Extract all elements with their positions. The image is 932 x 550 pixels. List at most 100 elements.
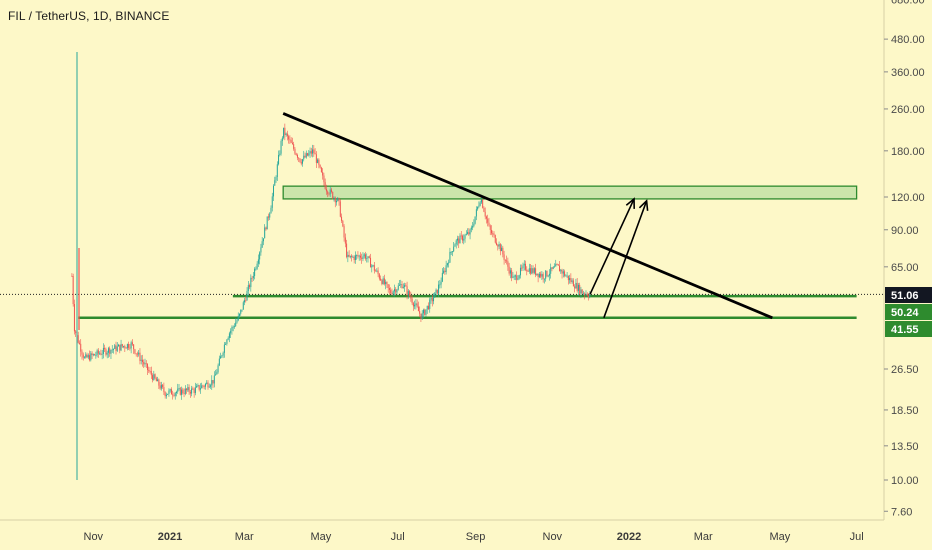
candle-body: [358, 255, 360, 257]
candle-body: [199, 388, 201, 390]
candle-body: [385, 281, 387, 285]
candle-body: [390, 289, 392, 294]
candle-body: [371, 265, 373, 268]
candle-body: [405, 285, 407, 287]
candle-body: [469, 229, 471, 235]
candle-body: [71, 275, 73, 277]
candle-body: [460, 235, 462, 237]
candle-body: [493, 233, 495, 236]
candle-body: [526, 269, 528, 272]
candle-body: [577, 284, 579, 291]
candle-body: [450, 251, 452, 253]
candle-body: [330, 189, 332, 192]
candle-body: [295, 153, 297, 155]
candle-body: [552, 267, 554, 269]
candle-body: [337, 198, 339, 201]
x-tick-label: Mar: [235, 531, 254, 543]
candle-body: [215, 374, 217, 376]
price-label-box: [885, 287, 932, 303]
candle-body: [313, 149, 315, 154]
candle-body: [283, 127, 285, 138]
x-tick-label: Sep: [466, 531, 486, 543]
candle-body: [82, 354, 84, 358]
candle-body: [281, 137, 283, 142]
candle-body: [111, 349, 113, 351]
candle-body: [110, 349, 112, 354]
candle-body: [270, 207, 272, 214]
candle-body: [436, 289, 438, 294]
candle-body: [482, 199, 484, 208]
candle-body: [202, 385, 204, 387]
projection-arrow-shaft: [589, 198, 635, 295]
candle-body: [162, 384, 164, 388]
candle-body: [221, 355, 223, 357]
candle-body: [414, 304, 416, 307]
candle-body: [576, 282, 578, 291]
candle-body: [163, 387, 165, 393]
candle-body: [273, 185, 275, 197]
candle-body: [478, 205, 480, 207]
candle-body: [164, 392, 166, 397]
candle-body: [566, 275, 568, 277]
candle-body: [407, 291, 409, 295]
candle-body: [406, 286, 408, 295]
candle-body: [155, 378, 157, 382]
candle-body: [121, 344, 123, 347]
candle-body: [435, 289, 437, 293]
candle-body: [242, 302, 244, 310]
candle-body: [106, 352, 108, 355]
candle-body: [465, 233, 467, 235]
candle-body: [585, 293, 587, 295]
candle-body: [357, 255, 359, 257]
candle-body: [402, 286, 404, 289]
y-tick-label: 120.00: [891, 192, 925, 204]
candle-body: [338, 198, 340, 202]
candle-body: [157, 379, 159, 382]
candle-body: [249, 285, 251, 288]
candle-body: [322, 172, 324, 176]
candle-body: [279, 153, 281, 155]
y-tick-label: 480.00: [891, 34, 925, 46]
candle-body: [373, 265, 375, 271]
candle-body: [502, 247, 504, 255]
candle-body: [507, 261, 509, 267]
candle-body: [233, 326, 235, 328]
candle-body: [241, 309, 243, 311]
candle-body: [207, 382, 209, 388]
candle-body: [188, 387, 190, 392]
candle-body: [545, 270, 547, 279]
candle-body: [543, 278, 545, 280]
candle-body: [454, 244, 456, 247]
candle-body: [131, 342, 133, 345]
candle-body: [439, 284, 441, 286]
candle-body: [278, 154, 280, 165]
candle-body: [588, 295, 590, 298]
candle-body: [490, 229, 492, 234]
candle-body: [488, 222, 490, 226]
candle-body: [542, 274, 544, 279]
candle-body: [264, 227, 266, 239]
price-label-text: 50.24: [891, 307, 919, 319]
candle-body: [449, 251, 451, 263]
candle-body: [537, 273, 539, 278]
candle-body: [228, 333, 230, 338]
candle-body: [509, 270, 511, 274]
candle-body: [498, 244, 500, 247]
candle-body: [353, 256, 355, 261]
candle-body: [298, 157, 300, 159]
candle-body: [100, 353, 102, 355]
candle-body: [559, 265, 561, 272]
candle-body: [332, 191, 334, 199]
descending-trendline: [282, 112, 773, 320]
candle-body: [584, 293, 586, 295]
candle-body: [112, 348, 114, 350]
candle-body: [386, 281, 388, 285]
y-tick-label: 10.00: [891, 475, 919, 487]
candle-body: [343, 226, 345, 238]
y-tick-label: 7.60: [891, 506, 912, 518]
candle-body: [129, 347, 131, 349]
candle-body: [85, 354, 87, 358]
candle-body: [582, 293, 584, 295]
candle-body: [426, 305, 428, 310]
